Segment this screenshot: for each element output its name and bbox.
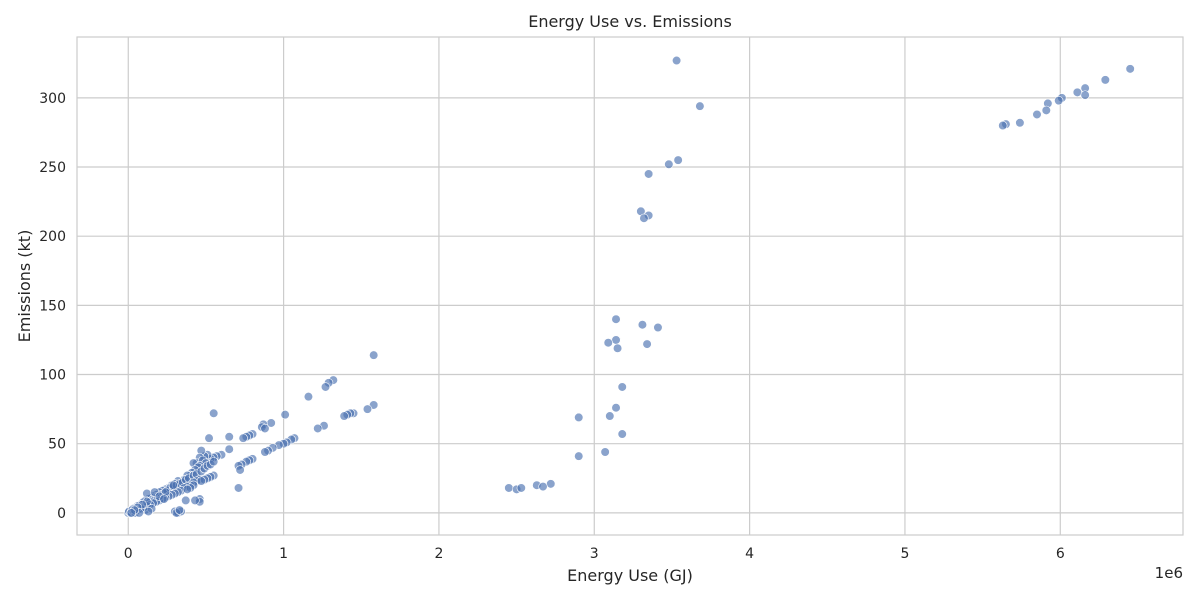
scatter-point (637, 320, 648, 330)
y-tick-label: 100 (39, 368, 66, 384)
scatter-point (339, 411, 349, 421)
scatter-point (303, 392, 314, 402)
scatter-point (1100, 75, 1110, 85)
x-tick-label: 1 (279, 546, 288, 562)
x-tick-label: 0 (124, 546, 133, 562)
scatter-point (168, 480, 178, 490)
y-tick-label: 50 (48, 437, 66, 453)
points-layer (123, 55, 1135, 518)
scatter-point (611, 314, 621, 324)
scatter-point (603, 338, 613, 348)
y-tick-labels: 0 50 100 150 200 250 300 (39, 91, 66, 522)
scatter-point (1125, 64, 1135, 74)
y-axis-label: Emissions (kt) (15, 230, 34, 343)
scatter-point (611, 403, 621, 413)
scatter-point (280, 410, 290, 420)
x-axis-offset-label: 1e6 (1155, 564, 1183, 582)
scatter-point (190, 495, 200, 506)
x-tick-label: 2 (434, 546, 443, 562)
x-tick-label: 5 (900, 546, 909, 562)
scatter-point (1041, 105, 1051, 115)
scatter-point (204, 433, 214, 443)
scatter-point (224, 432, 234, 442)
y-tick-label: 150 (39, 298, 66, 314)
scatter-point (605, 411, 615, 421)
scatter-point (1032, 109, 1042, 120)
scatter-point (574, 451, 584, 461)
scatter-point (174, 505, 185, 515)
scatter-point (238, 433, 248, 443)
scatter-point (644, 169, 654, 179)
y-tick-label: 250 (39, 160, 66, 176)
y-tick-label: 0 (57, 506, 66, 522)
scatter-point (126, 508, 136, 518)
y-tick-label: 300 (39, 91, 66, 107)
scatter-point (672, 55, 682, 66)
grid-layer (77, 37, 1183, 535)
scatter-point (235, 465, 245, 475)
scatter-point (196, 476, 206, 486)
scatter-point (639, 213, 649, 223)
scatter-point (612, 343, 623, 353)
scatter-point (611, 335, 621, 345)
scatter-point (664, 159, 674, 169)
scatter-point (653, 322, 663, 333)
scatter-point (1054, 96, 1064, 106)
plot-frame (76, 36, 1184, 536)
scatter-point (695, 101, 705, 111)
scatter-point (1080, 90, 1090, 100)
scatter-point (673, 155, 683, 165)
scatter-point (642, 339, 652, 349)
scatter-point (181, 495, 191, 506)
scatter-point (260, 447, 270, 457)
scatter-point (313, 423, 323, 434)
x-tick-label: 6 (1056, 546, 1065, 562)
scatter-point (233, 483, 244, 493)
x-tick-label: 3 (590, 546, 599, 562)
scatter-point (320, 382, 331, 392)
scatter-point (538, 481, 548, 492)
scatter-point (260, 423, 270, 434)
scatter-point (209, 457, 219, 467)
scatter-point (159, 494, 169, 504)
scatter-point (362, 404, 373, 414)
y-tick-label: 200 (39, 229, 66, 245)
scatter-point (998, 120, 1008, 131)
scatter-point (600, 447, 610, 457)
chart-title: Energy Use vs. Emissions (528, 12, 732, 31)
scatter-point (209, 408, 219, 418)
scatter-point (1015, 118, 1025, 128)
scatter-point (617, 429, 627, 439)
x-tick-labels: 0 1 2 3 4 5 6 (124, 546, 1065, 562)
scatter-point (546, 479, 556, 489)
scatter-point (224, 444, 234, 454)
scatter-point (504, 483, 514, 493)
scatter-point (182, 484, 192, 494)
scatter-point (516, 483, 526, 493)
scatter-point (1072, 87, 1082, 97)
scatter-point (617, 382, 627, 392)
scatter-point (143, 506, 154, 517)
scatter-point (574, 412, 584, 423)
x-tick-label: 4 (745, 546, 754, 562)
scatter-point (369, 350, 379, 360)
x-axis-label: Energy Use (GJ) (567, 566, 693, 585)
